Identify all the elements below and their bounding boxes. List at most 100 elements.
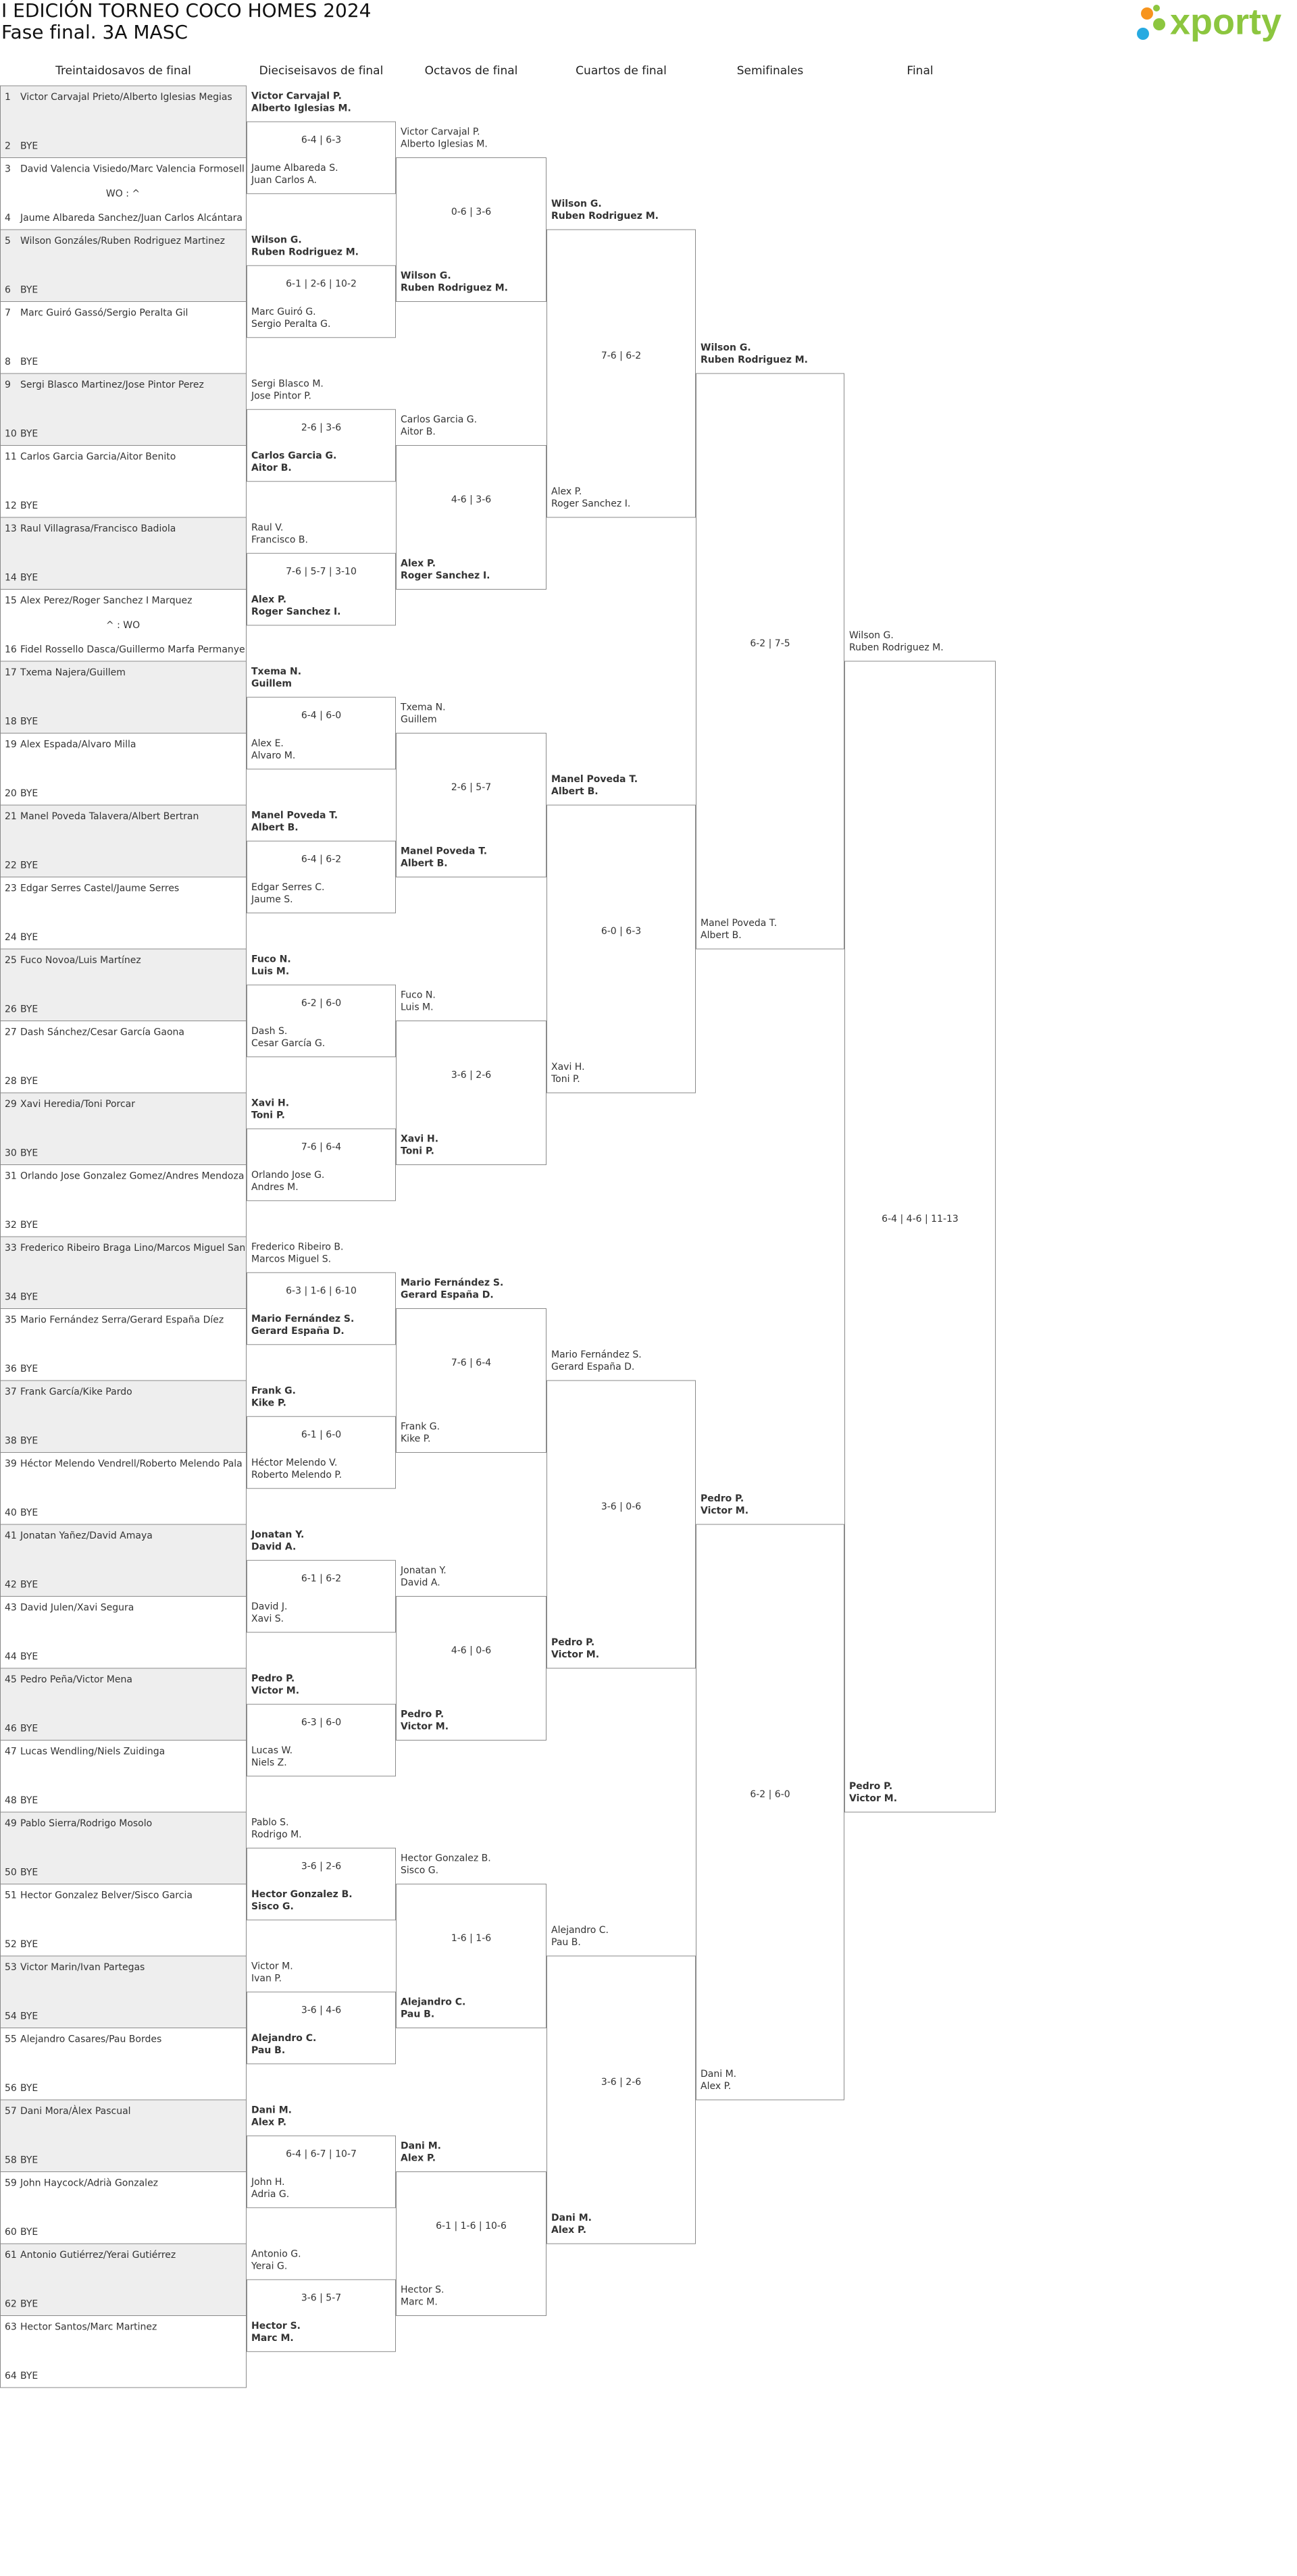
team-name: David Valencia Visiedo/Marc Valencia For… xyxy=(20,164,251,175)
team-name: BYE xyxy=(20,357,38,367)
round: Wilson G.Ruben Rodriguez M. Pedro P.Victo… xyxy=(844,630,996,1813)
team-line: Victor M. xyxy=(401,1722,449,1732)
round-header: Dieciseisavos de final xyxy=(259,64,384,78)
seed: 56 xyxy=(5,2083,17,2094)
team-line: Xavi H. xyxy=(401,1134,438,1145)
team-line: Dani M. xyxy=(551,2213,592,2223)
team-name: Lucas Wendling/Niels Zuidinga xyxy=(20,1747,165,1757)
entry-box xyxy=(0,2315,247,2388)
team-name: Frank García/Kike Pardo xyxy=(20,1387,132,1397)
score: 4-6 | 3-6 xyxy=(451,494,491,505)
seed: 4 xyxy=(5,213,11,224)
team-line: Ruben Rodriguez M. xyxy=(401,283,508,294)
logo: xporty xyxy=(1170,1,1281,42)
match-box xyxy=(396,445,546,590)
entry-texts: 51 Hector Gonzalez Belver/Sisco Garcia 52 B… xyxy=(5,1890,193,1951)
first-round: 1 Victor Carvajal Prieto/Alberto Iglesias… xyxy=(0,85,251,2388)
seed: 12 xyxy=(5,500,17,511)
round-header: Octavos de final xyxy=(425,64,518,78)
team-name: BYE xyxy=(20,2371,38,2381)
team-line: Albert B. xyxy=(401,858,448,869)
score: 3-6 | 0-6 xyxy=(601,1501,641,1512)
team-line: Lucas W. xyxy=(251,1745,293,1756)
team-line: Pau B. xyxy=(401,2009,434,2020)
team-name: Fuco Novoa/Luis Martínez xyxy=(20,955,141,966)
match-box xyxy=(546,1380,696,1669)
team-name: BYE xyxy=(20,2011,38,2022)
team-line: Marc Guiró G. xyxy=(251,307,316,317)
team-line: Ruben Rodriguez M. xyxy=(251,247,359,257)
match-box xyxy=(247,2135,396,2209)
team-line: Mario Fernández S. xyxy=(251,1314,354,1324)
match-box xyxy=(247,121,396,195)
seed: 39 xyxy=(5,1459,17,1470)
team-name: Xavi Heredia/Toni Porcar xyxy=(20,1099,135,1110)
team-line: Pedro P. xyxy=(701,1493,744,1504)
entry-texts: 11 Carlos Garcia Garcia/Aitor Benito 12 BYE xyxy=(5,452,176,512)
match-box xyxy=(247,1703,396,1777)
team-line: Alejandro C. xyxy=(401,1997,465,2008)
team-name: BYE xyxy=(20,1939,38,1950)
seed: 40 xyxy=(5,1508,17,1518)
team-line: Pedro P. xyxy=(251,1673,295,1684)
team-name: Edgar Serres Castel/Jaume Serres xyxy=(20,883,179,894)
match-box xyxy=(396,1884,546,2028)
team-name: BYE xyxy=(20,932,38,943)
team-line: John H. xyxy=(251,2177,285,2188)
entry-box xyxy=(0,2243,247,2316)
score: 6-2 | 6-0 xyxy=(750,1789,790,1800)
team-name: BYE xyxy=(20,1436,38,1447)
seed: 60 xyxy=(5,2227,17,2238)
entry-box xyxy=(0,1811,247,1884)
seed: 5 xyxy=(5,236,11,247)
team-name: BYE xyxy=(20,1004,38,1015)
seed: 29 xyxy=(5,1099,17,1110)
entry-texts: 25 Fuco Novoa/Luis Martínez 26 BYE xyxy=(5,955,141,1015)
team-line: Mario Fernández S. xyxy=(401,1278,503,1289)
team-line: Pedro P. xyxy=(401,1709,444,1720)
team-line: Pau B. xyxy=(551,1937,581,1948)
entry-box xyxy=(0,517,247,590)
team-line: Gerard España D. xyxy=(401,1290,494,1301)
seed: 26 xyxy=(5,1004,17,1015)
round-header: Final xyxy=(907,64,933,78)
seed: 64 xyxy=(5,2371,17,2381)
match-box xyxy=(546,1955,696,2244)
team-line: Xavi H. xyxy=(251,1098,289,1108)
match-box xyxy=(396,1596,546,1741)
team-line: Fuco N. xyxy=(251,954,291,964)
seed: 37 xyxy=(5,1387,17,1397)
score: 6-1 | 1-6 | 10-6 xyxy=(436,2221,507,2232)
entry-box xyxy=(0,589,247,662)
score: 6-1 | 2-6 | 10-2 xyxy=(286,279,357,290)
team-line: Guillem xyxy=(251,678,292,689)
entry-box xyxy=(0,877,247,950)
team-name: Mario Fernández Serra/Gerard España Díez xyxy=(20,1315,224,1326)
team-line: Ruben Rodriguez M. xyxy=(849,642,944,653)
team-name: Alex Espada/Alvaro Milla xyxy=(20,740,136,750)
seed: 14 xyxy=(5,573,17,584)
team-line: Alex P. xyxy=(251,2117,286,2128)
entry-texts: 5 Wilson Gonzáles/Ruben Rodriguez Martine… xyxy=(5,236,225,296)
match-box xyxy=(247,552,396,626)
team-line: Francisco B. xyxy=(251,534,308,545)
seed: 27 xyxy=(5,1027,17,1038)
team-name: Marc Guiró Gassó/Sergio Peralta Gil xyxy=(20,308,188,319)
match-box xyxy=(696,373,844,950)
seed: 28 xyxy=(5,1076,17,1087)
team-name: BYE xyxy=(20,2083,38,2094)
match-box xyxy=(396,2171,546,2316)
team-line: Roberto Melendo P. xyxy=(251,1470,342,1480)
team-line: Hector S. xyxy=(401,2285,444,2296)
seed: 33 xyxy=(5,1243,17,1254)
team-name: BYE xyxy=(20,1508,38,1518)
entry-texts: 63 Hector Santos/Marc Martinez 64 BYE xyxy=(5,2322,157,2382)
team-line: Marc M. xyxy=(251,2333,294,2344)
team-name: BYE xyxy=(20,141,38,152)
team-name: BYE xyxy=(20,1867,38,1878)
score: 6-4 | 4-6 | 11-13 xyxy=(882,1214,959,1225)
seed: 62 xyxy=(5,2299,17,2310)
entry-box xyxy=(0,1596,247,1669)
team-line: Txema N. xyxy=(400,702,446,713)
